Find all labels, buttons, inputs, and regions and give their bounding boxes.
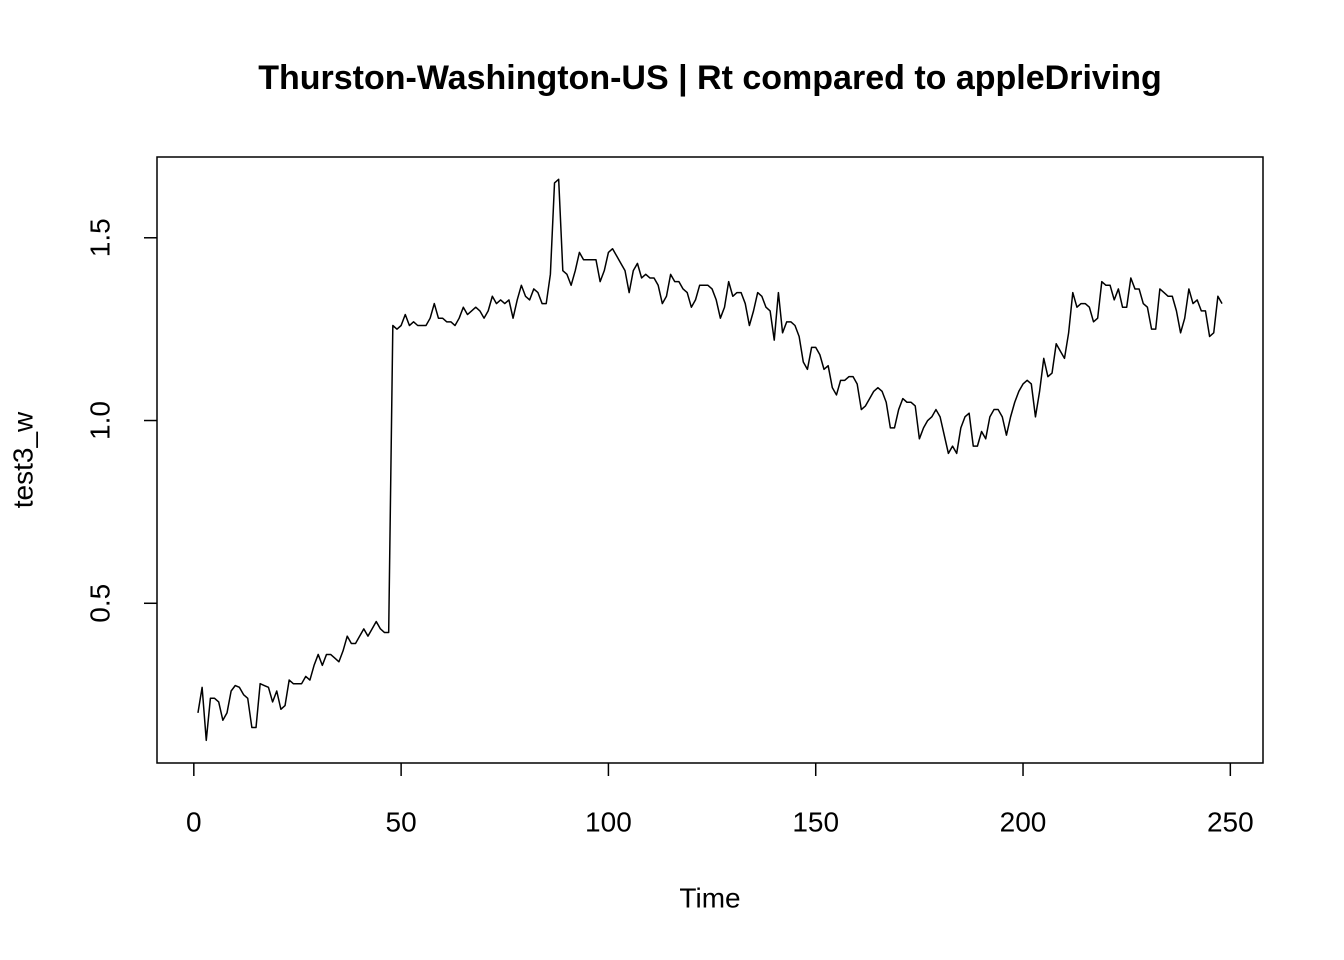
y-tick-label: 0.5 [84,584,115,623]
y-tick-label: 1.5 [84,218,115,257]
x-tick-label: 250 [1207,806,1254,837]
data-line [197,178,1223,742]
x-tick-label: 100 [585,806,632,837]
x-tick-label: 50 [386,806,417,837]
x-tick-label: 200 [1000,806,1047,837]
chart-title: Thurston-Washington-US | Rt compared to … [258,59,1162,97]
plot-frame [156,156,1264,764]
x-tick-label: 150 [792,806,839,837]
x-axis-label: Time [679,882,740,913]
y-tick-label: 1.0 [84,401,115,440]
y-axis-label: test3_w [7,411,38,508]
x-tick-label: 0 [186,806,202,837]
